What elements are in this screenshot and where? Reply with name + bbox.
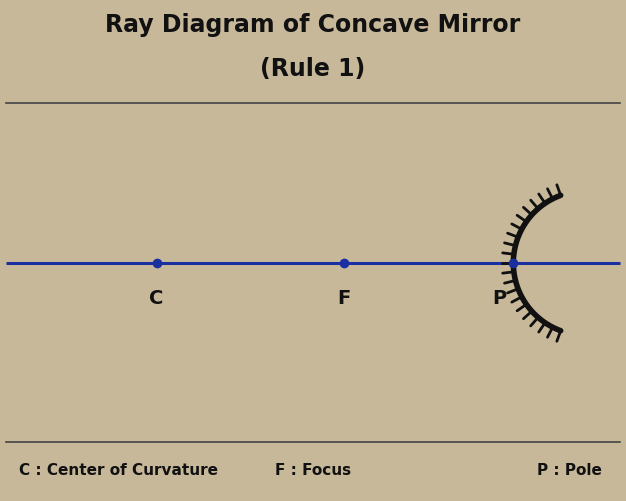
Text: Ray Diagram of Concave Mirror: Ray Diagram of Concave Mirror (105, 13, 521, 37)
Text: C : Center of Curvature: C : Center of Curvature (19, 463, 218, 478)
Text: (Rule 1): (Rule 1) (260, 57, 366, 81)
Text: F : Focus: F : Focus (275, 463, 351, 478)
Text: P: P (493, 290, 506, 308)
Text: F: F (337, 290, 351, 308)
Text: C: C (150, 290, 163, 308)
Text: P : Pole: P : Pole (537, 463, 602, 478)
